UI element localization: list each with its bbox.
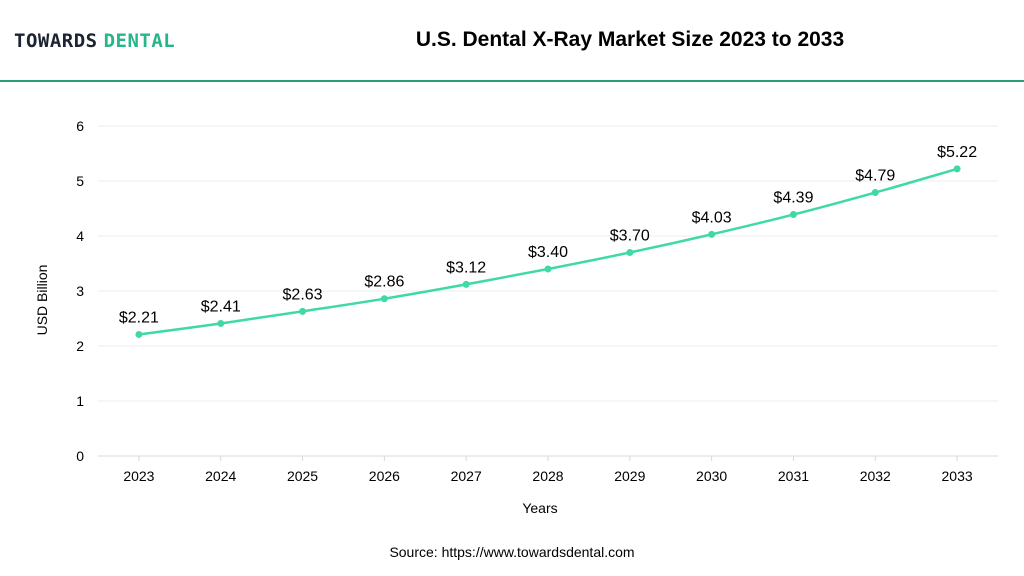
data-point: [544, 265, 552, 273]
y-tick-label: 2: [76, 338, 84, 354]
y-axis-label: USD Billion: [34, 265, 50, 336]
data-labels: $2.21 $2.41 $2.63 $2.86 $3.12 $3.40 $3.70 $4.03…: [119, 144, 977, 327]
x-tick-label: 2026: [369, 468, 400, 484]
axes: 0 1 2 3 4 5 6 2023 2024 2025 2026 2027 2028 2029 2030 2…: [76, 118, 998, 484]
data-label: $3.40: [528, 244, 568, 261]
data-point: [217, 319, 225, 327]
data-label: $4.79: [855, 168, 895, 185]
y-tick-label: 0: [76, 448, 84, 464]
x-tick-label: 2031: [778, 468, 809, 484]
data-label: $2.41: [201, 298, 241, 315]
x-tick-label: 2023: [123, 468, 154, 484]
data-label: $4.03: [692, 209, 732, 226]
x-tick-label: 2025: [287, 468, 318, 484]
data-points: [135, 165, 961, 338]
x-tick-label: 2028: [532, 468, 563, 484]
y-tick-label: 5: [76, 173, 84, 189]
x-axis-label: Years: [522, 500, 557, 516]
x-tick-label: 2030: [696, 468, 727, 484]
y-tick-label: 4: [76, 228, 84, 244]
data-point: [871, 189, 879, 197]
data-label: $5.22: [937, 144, 977, 161]
data-point: [626, 249, 634, 256]
data-point: [789, 211, 797, 219]
data-point: [299, 307, 307, 315]
x-tick-label: 2033: [942, 468, 973, 484]
data-point: [380, 295, 388, 303]
x-tick-label: 2024: [205, 468, 236, 484]
x-tick-label: 2029: [614, 468, 645, 484]
data-point: [953, 165, 961, 173]
source-note: Source: https://www.towardsdental.com: [389, 544, 635, 560]
data-label: $2.63: [283, 286, 323, 303]
data-label: $2.86: [364, 274, 404, 291]
data-point: [462, 280, 470, 288]
y-tick-label: 3: [76, 283, 84, 299]
logo: TOWARDS DENTAL: [14, 26, 175, 56]
data-label: $3.70: [610, 228, 650, 245]
data-point: [708, 230, 716, 238]
y-tick-label: 1: [76, 393, 84, 409]
x-tick-label: 2027: [451, 468, 482, 484]
data-point: [135, 330, 143, 338]
line-chart: 0 1 2 3 4 5 6 2023 2024 2025 2026 2027 2028 2029 2030 2…: [34, 118, 998, 516]
x-tick-label: 2032: [860, 468, 891, 484]
data-label: $3.12: [446, 259, 486, 276]
data-label: $4.39: [773, 190, 813, 207]
logo-text-dental: DENTAL: [103, 30, 176, 52]
y-tick-label: 6: [76, 118, 84, 134]
logo-text-towards: TOWARDS: [14, 30, 98, 52]
grid-lines: [98, 125, 998, 402]
data-label: $2.21: [119, 309, 159, 326]
page-title: U.S. Dental X-Ray Market Size 2023 to 20…: [415, 28, 845, 51]
header: TOWARDS DENTAL U.S. Dental X-Ray Market …: [0, 0, 1024, 82]
